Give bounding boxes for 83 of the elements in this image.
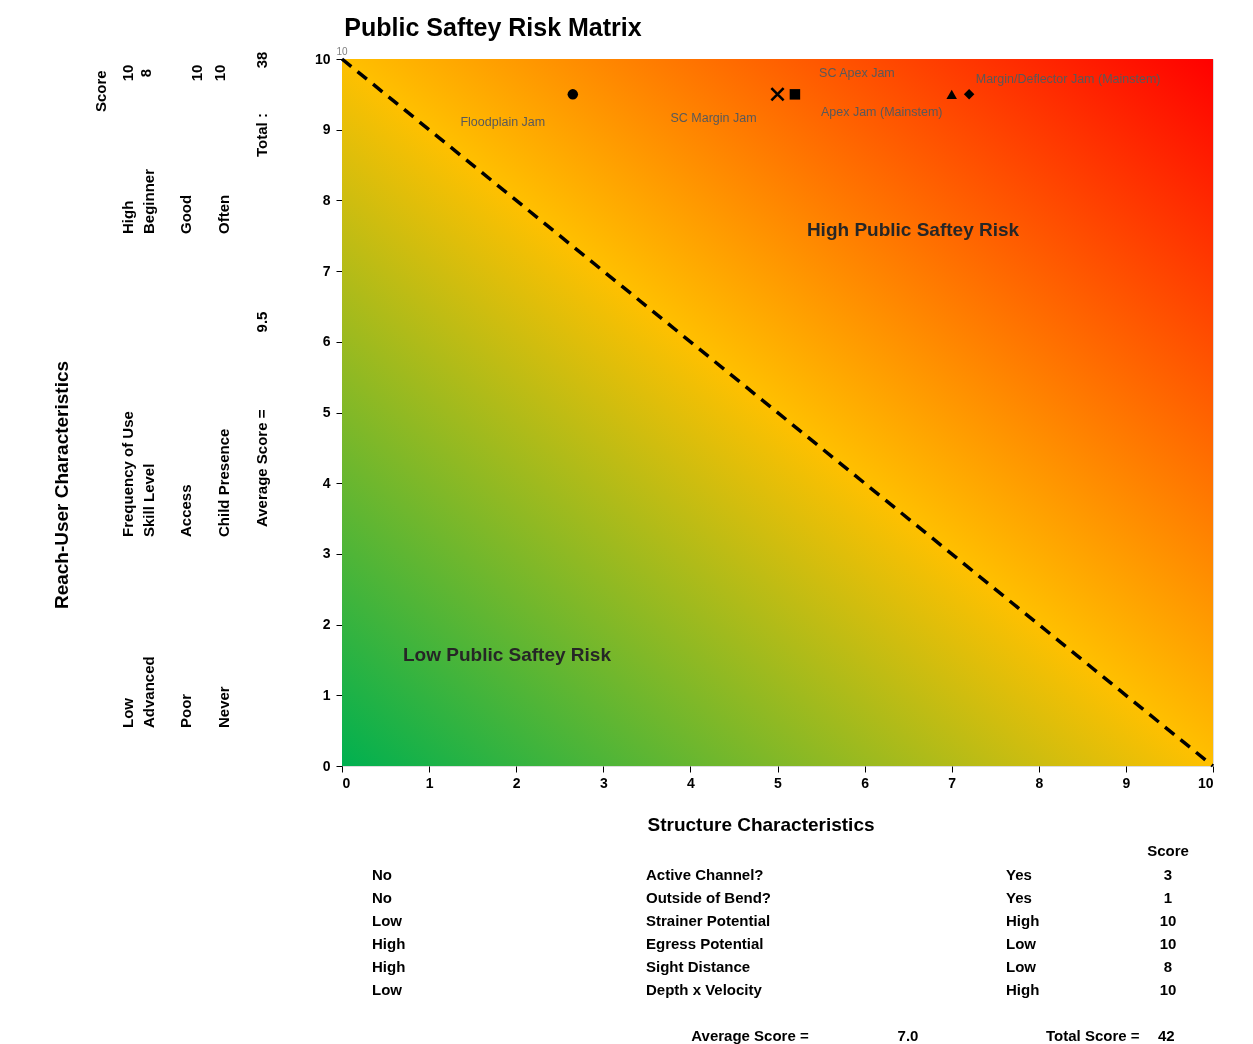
annotation: Low Public Saftey Risk xyxy=(403,644,612,665)
text: Frequency of Use xyxy=(119,411,136,537)
x-tick-label: 5 xyxy=(774,774,783,791)
text: Strainer Potential xyxy=(646,912,771,929)
text: Score xyxy=(92,70,109,112)
x-tick-label: 1 xyxy=(425,774,434,791)
y-tick-label: 7 xyxy=(322,262,331,279)
y-tick-label: 10 xyxy=(314,50,331,67)
series-label: SC Apex Jam xyxy=(819,66,895,81)
y-tick-label: 9 xyxy=(322,121,331,138)
y-tick-label: 2 xyxy=(322,616,331,633)
text: 10 xyxy=(1159,935,1177,952)
y-tick-label: 8 xyxy=(322,191,331,208)
text: Good xyxy=(177,194,194,234)
text: Low xyxy=(1006,935,1037,952)
series-label: Margin/Deflector Jam (Mainstem) xyxy=(975,72,1161,87)
y-tick-label: 4 xyxy=(322,474,331,491)
text: Skill Level xyxy=(140,463,157,537)
x-tick-label: 9 xyxy=(1122,774,1131,791)
text: Floodplain Jam xyxy=(460,115,546,130)
text: 42 xyxy=(1158,1027,1175,1044)
text: 8 xyxy=(137,68,154,78)
x-tick-label: 7 xyxy=(948,774,957,791)
x-axis-title: Structure Characteristics xyxy=(647,814,875,835)
text: 10 xyxy=(188,64,205,82)
y-tick-label: 5 xyxy=(322,404,331,420)
text: Yes xyxy=(1006,866,1032,883)
text: 1 xyxy=(1163,889,1173,906)
text: Active Channel? xyxy=(646,866,764,883)
text: High xyxy=(1006,912,1040,929)
y-tick-label: 0 xyxy=(322,757,331,774)
text: Average Score = xyxy=(253,409,270,527)
series-label: Apex Jam (Mainstem) xyxy=(820,105,943,120)
x-tick-label: 6 xyxy=(861,774,870,791)
text: Yes xyxy=(1006,889,1032,906)
y-tick-label: 6 xyxy=(322,333,331,350)
text: 7.0 xyxy=(897,1027,919,1044)
x-tick-label: 4 xyxy=(687,774,695,791)
text: Total Score = xyxy=(1046,1027,1140,1044)
y-tick-label: 3 xyxy=(322,545,331,562)
x-tick-label: 10 xyxy=(1197,774,1214,791)
annotation: High Public Saftey Risk xyxy=(806,219,1020,240)
text: Advanced xyxy=(140,656,157,728)
text: 10 xyxy=(211,64,228,82)
x-tick-label: 2 xyxy=(512,774,521,791)
text: 10 xyxy=(1159,981,1177,998)
text: No xyxy=(372,889,392,906)
text: 10 xyxy=(119,64,136,82)
text: 9.5 xyxy=(253,311,270,333)
text: Low xyxy=(372,981,403,998)
text: Never xyxy=(215,686,232,728)
text: Beginner xyxy=(140,168,157,234)
series-label: SC Margin Jam xyxy=(670,111,757,126)
text: Reach-User Characteristics xyxy=(51,360,72,610)
text: No xyxy=(372,866,392,883)
x-tick-label: 8 xyxy=(1035,774,1044,791)
y-tick-label: 1 xyxy=(322,686,331,703)
annotation: 10 xyxy=(336,46,348,57)
text: High xyxy=(372,958,406,975)
text: High xyxy=(372,935,406,952)
text: Score xyxy=(1147,842,1189,859)
text: 10 xyxy=(1159,912,1177,929)
text: Often xyxy=(215,194,232,234)
text: Child Presence xyxy=(215,428,232,537)
text: High xyxy=(119,200,136,234)
text: 8 xyxy=(1163,958,1173,975)
text: 38 xyxy=(253,51,270,69)
text: Poor xyxy=(177,693,194,728)
text: 3 xyxy=(1163,866,1173,883)
x-tick-label: 0 xyxy=(342,774,351,791)
text: Average Score = xyxy=(691,1027,809,1044)
text: Low xyxy=(119,697,136,728)
text: Depth x Velocity xyxy=(646,981,763,998)
text: High xyxy=(1006,981,1040,998)
text: Outside of Bend? xyxy=(646,889,771,906)
chart-title: Public Saftey Risk Matrix xyxy=(344,13,642,41)
text: Low xyxy=(1006,958,1037,975)
x-tick-label: 3 xyxy=(599,774,608,791)
text: Sight Distance xyxy=(646,958,751,975)
text: Egress Potential xyxy=(646,935,764,952)
text: Low xyxy=(372,912,403,929)
text: Total : xyxy=(253,113,270,157)
text: Access xyxy=(177,484,194,537)
